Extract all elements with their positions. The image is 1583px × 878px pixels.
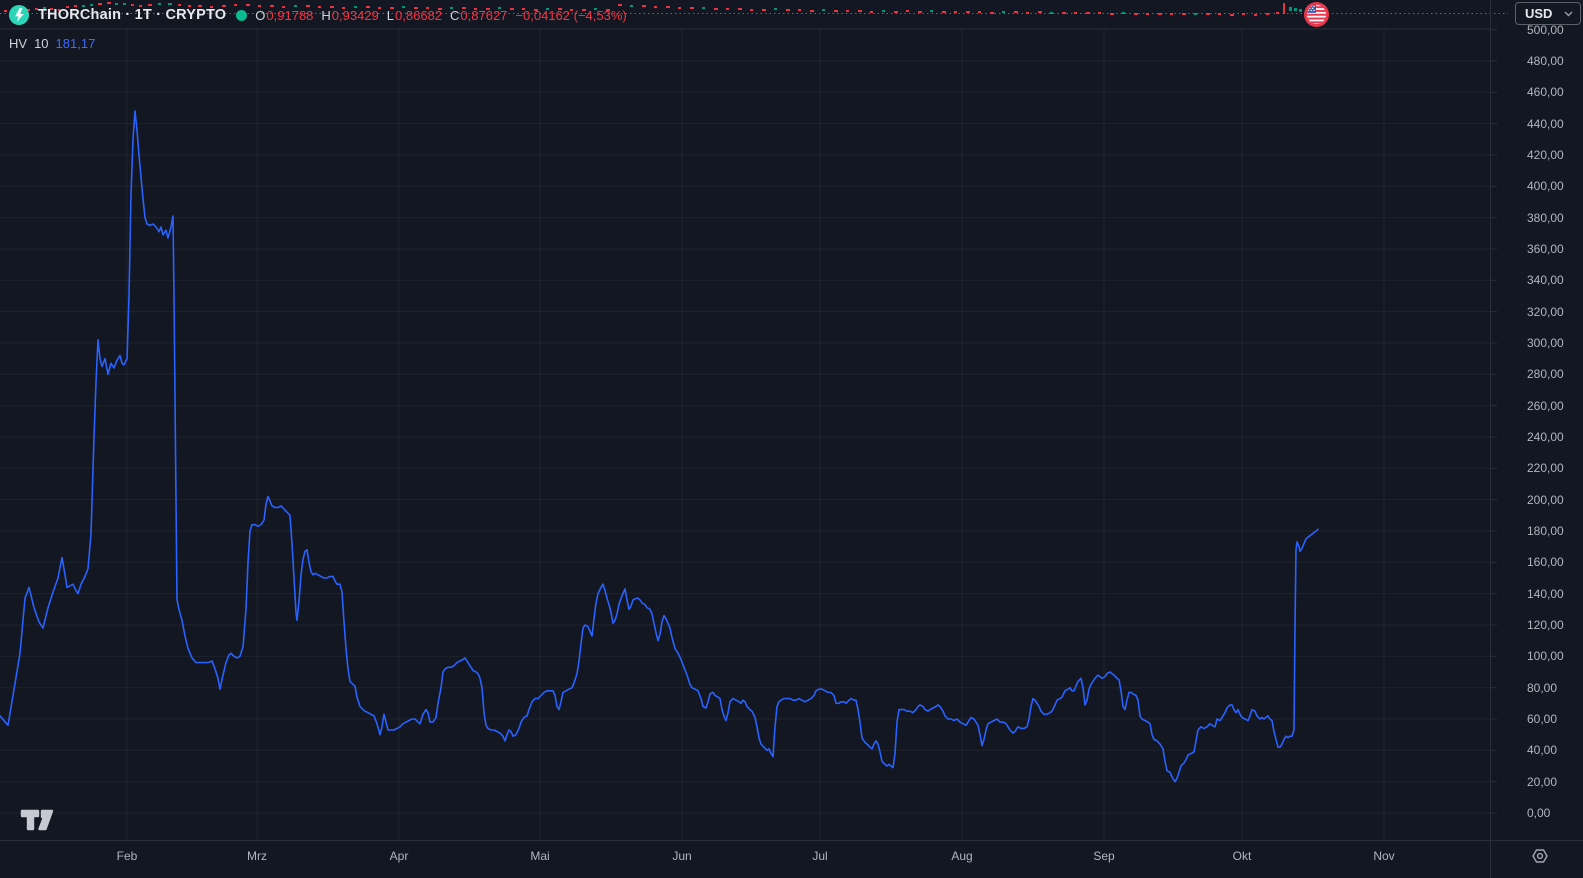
price-tick-label: 200,00 (1527, 492, 1564, 507)
price-axis[interactable]: 0,00 20,00 40,00 60,00 80,00 100,00 120,00 140,… (1490, 0, 1583, 878)
indicator-name[interactable]: HV (9, 36, 28, 51)
price-tick-label: 240,00 (1527, 430, 1564, 444)
open-label: O (255, 7, 266, 23)
time-tick-label: Nov (1373, 849, 1395, 863)
price-tick-label: 500,00 (1527, 22, 1564, 37)
price-tick-label: 320,00 (1527, 304, 1564, 319)
price-tick-label: 160,00 (1527, 555, 1564, 570)
price-tick-label: 180,00 (1527, 524, 1564, 538)
open-value: 0,91788 (266, 7, 314, 23)
currency-label: USD (1525, 6, 1553, 21)
tradingview-logo[interactable] (18, 806, 56, 834)
high-label: H (321, 7, 331, 23)
close-value: 0,87627 (460, 7, 508, 23)
chevron-down-icon (1564, 11, 1573, 16)
price-tick-label: 420,00 (1527, 147, 1564, 162)
hexagon-gear-icon[interactable] (1529, 846, 1551, 866)
time-tick-label: Apr (389, 849, 409, 863)
price-tick-label: 400,00 (1527, 179, 1564, 194)
symbol-legend: THORChain · 1T · CRYPTO O 0,91788 H 0,9342… (8, 4, 627, 26)
us-flag-icon (1304, 2, 1329, 27)
price-tick-label: 120,00 (1527, 618, 1564, 632)
low-label: L (386, 7, 395, 23)
thorchain-logo-icon (8, 4, 30, 26)
change-value: −0,04162 (−4,53%) (515, 7, 627, 23)
price-tick-label: 360,00 (1527, 242, 1564, 256)
price-tick-label: 380,00 (1527, 210, 1564, 225)
price-tick-label: 340,00 (1527, 273, 1564, 288)
price-tick-label: 80,00 (1527, 680, 1558, 695)
time-tick-label: Okt (1232, 849, 1252, 863)
price-tick-label: 100,00 (1527, 649, 1564, 664)
time-axis[interactable]: Feb Mrz Apr Mai Jun Jul Aug Sep Okt Nov (0, 840, 1583, 878)
indicator-legend: HV 10 181,17 (9, 36, 95, 51)
ohlc-values: O 0,91788 H 0,93429 L 0,86682 C 0,87627 −0,0… (255, 8, 626, 23)
price-tick-label: 220,00 (1527, 461, 1564, 476)
price-tick-label: 460,00 (1527, 85, 1564, 100)
time-tick-label: Mrz (247, 849, 267, 863)
time-tick-label: Sep (1093, 849, 1115, 863)
price-tick-label: 300,00 (1527, 336, 1564, 350)
indicator-value: 181,17 (55, 36, 96, 51)
price-tick-label: 40,00 (1527, 743, 1558, 758)
price-tick-label: 0,00 (1527, 806, 1551, 820)
time-tick-label: Mai (530, 849, 550, 863)
low-value: 0,86682 (395, 7, 443, 23)
time-tick-label: Feb (116, 849, 138, 863)
price-tick-label: 60,00 (1527, 712, 1558, 726)
symbol-title[interactable]: THORChain · 1T · CRYPTO (38, 7, 227, 23)
market-status-dot-icon[interactable] (236, 9, 248, 21)
price-tick-label: 20,00 (1527, 774, 1558, 789)
price-tick-label: 480,00 (1527, 53, 1564, 68)
price-tick-label: 140,00 (1527, 586, 1564, 601)
currency-dropdown-button[interactable]: USD (1515, 2, 1581, 25)
time-tick-label: Jun (672, 849, 692, 863)
time-tick-label: Aug (951, 849, 973, 863)
price-tick-label: 280,00 (1527, 367, 1564, 382)
time-tick-label: Jul (812, 849, 828, 863)
price-tick-label: 260,00 (1527, 398, 1564, 413)
indicator-param: 10 (34, 36, 49, 51)
price-tick-label: 440,00 (1527, 116, 1564, 131)
close-label: C (450, 7, 460, 23)
high-value: 0,93429 (331, 7, 379, 23)
